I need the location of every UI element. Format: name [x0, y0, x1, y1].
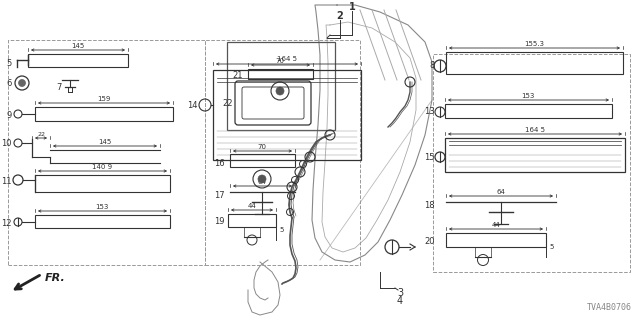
Text: 140 9: 140 9	[92, 164, 112, 170]
Text: 10: 10	[1, 139, 12, 148]
Text: 1: 1	[349, 2, 355, 12]
Text: 16: 16	[214, 159, 225, 169]
Text: 153: 153	[522, 93, 534, 99]
Text: 44: 44	[492, 222, 500, 228]
Text: 18: 18	[424, 201, 435, 210]
Text: 7: 7	[56, 84, 62, 92]
Text: 164 5: 164 5	[277, 56, 297, 62]
Text: FR.: FR.	[45, 273, 66, 283]
Text: 159: 159	[97, 96, 111, 102]
Text: 14: 14	[188, 100, 198, 109]
Circle shape	[19, 79, 26, 86]
Text: 22: 22	[37, 132, 45, 137]
Text: 2: 2	[337, 11, 344, 21]
Text: 145: 145	[99, 139, 111, 145]
Text: 5: 5	[7, 59, 12, 68]
Text: 153: 153	[95, 204, 109, 210]
Text: 4: 4	[397, 296, 403, 306]
Circle shape	[276, 87, 284, 95]
Circle shape	[258, 175, 266, 183]
Text: 11: 11	[1, 178, 12, 187]
Text: 3: 3	[397, 288, 403, 298]
Text: 19: 19	[214, 217, 225, 226]
Text: 6: 6	[6, 78, 12, 87]
Text: 44: 44	[248, 203, 257, 209]
Text: 5: 5	[549, 244, 554, 250]
Text: 20: 20	[424, 236, 435, 245]
Text: 9: 9	[7, 110, 12, 119]
Text: 8: 8	[429, 61, 435, 70]
Text: 17: 17	[214, 190, 225, 199]
Text: TVA4B0706: TVA4B0706	[587, 303, 632, 312]
Text: 70: 70	[275, 58, 285, 64]
Text: 21: 21	[232, 71, 243, 81]
Text: 164 5: 164 5	[525, 127, 545, 133]
Text: 155.3: 155.3	[524, 41, 544, 47]
Text: 70: 70	[257, 144, 266, 150]
Text: 145: 145	[72, 43, 84, 49]
Text: 15: 15	[424, 153, 435, 162]
Text: 5: 5	[279, 227, 284, 233]
Text: 64: 64	[257, 179, 266, 185]
Text: 22: 22	[223, 99, 233, 108]
Text: 12: 12	[1, 219, 12, 228]
Text: 13: 13	[424, 108, 435, 116]
Text: 64: 64	[497, 189, 506, 195]
